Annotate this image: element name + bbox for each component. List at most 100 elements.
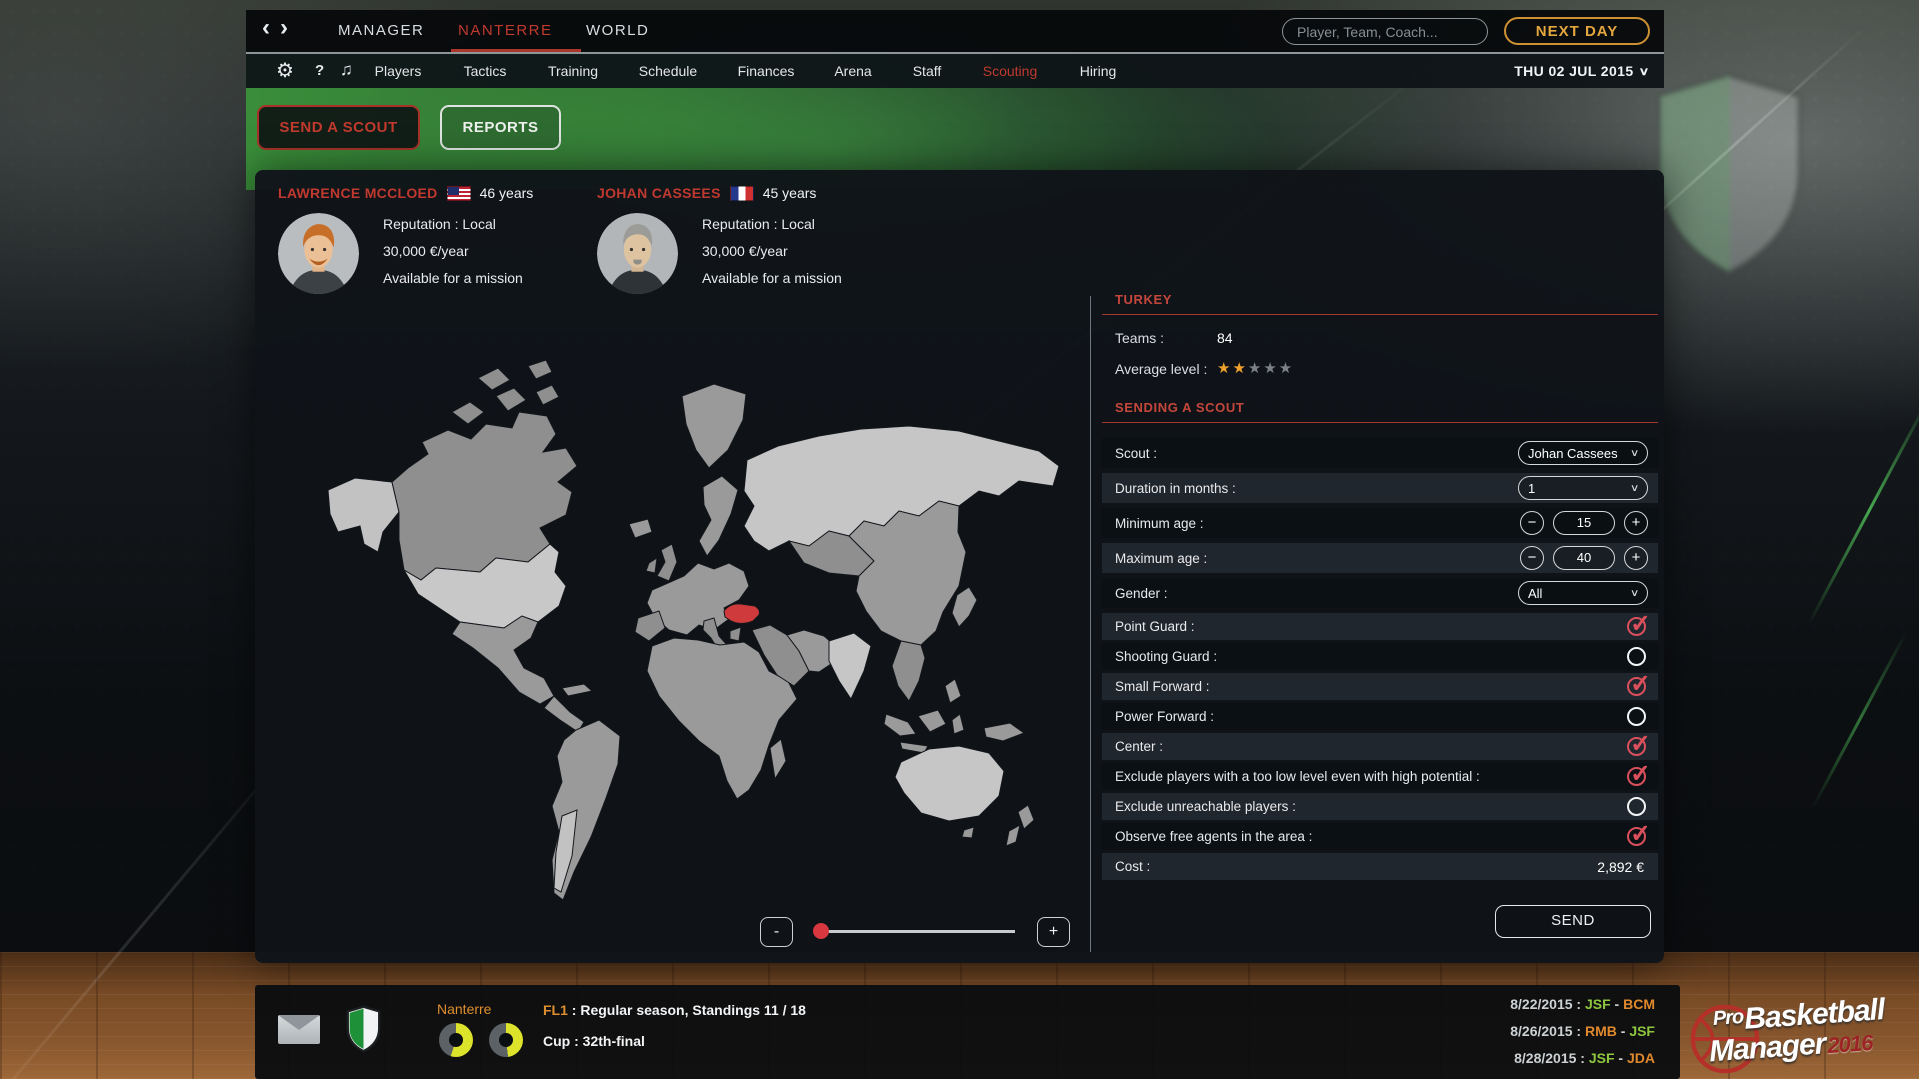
row-label: Observe free agents in the area :	[1115, 829, 1313, 844]
logo-manager: Manager	[1708, 1027, 1827, 1069]
next-day-button[interactable]: NEXT DAY	[1504, 17, 1650, 45]
tab-nanterre[interactable]: NANTERRE	[458, 22, 553, 39]
form-row-exclude-unreachable: Exclude unreachable players :	[1102, 793, 1658, 820]
minus-button[interactable]: −	[1520, 511, 1544, 535]
result-line[interactable]: 8/28/2015 : JSF - JDA	[1510, 1050, 1655, 1077]
selected-value: All	[1528, 585, 1543, 601]
form-row-maximum-age: Maximum age : − 40 +	[1102, 543, 1658, 573]
cup-progress-donut	[489, 1023, 523, 1057]
scout-reputation: Reputation : Local	[702, 216, 815, 232]
scout-avatar[interactable]	[278, 213, 359, 294]
row-label: Gender :	[1115, 585, 1168, 601]
history-back-forward-icons[interactable]: ‹›	[262, 14, 298, 41]
scout-salary: 30,000 €/year	[702, 243, 788, 259]
row-label: Exclude unreachable players :	[1115, 799, 1296, 814]
tab-world[interactable]: WORLD	[586, 22, 650, 39]
help-icon[interactable]: ?	[315, 62, 325, 79]
form-row-observe-free-agents: Observe free agents in the area :	[1102, 819, 1658, 850]
plus-button[interactable]: +	[1624, 511, 1648, 535]
scout-card: LAWRENCE MCCLOED 46 years	[278, 184, 533, 297]
section-rule	[1102, 422, 1658, 423]
menu-item-hiring[interactable]: Hiring	[1079, 63, 1117, 79]
logo-text: ProBasketball Manager2016	[1708, 993, 1887, 1068]
music-note-icon[interactable]: ♫	[340, 60, 353, 79]
top-bar: ‹› MANAGER NANTERRE WORLD NEXT DAY	[246, 10, 1664, 52]
scout-name[interactable]: JOHAN CASSEES	[597, 185, 721, 201]
send-button[interactable]: SEND	[1495, 905, 1651, 938]
logo-year: 2016	[1826, 1029, 1874, 1059]
star-rating: ★★★★★	[1217, 359, 1294, 377]
minus-button[interactable]: −	[1520, 546, 1544, 570]
search-input[interactable]	[1282, 18, 1488, 45]
power-forward-checkbox[interactable]	[1627, 707, 1646, 726]
panel-divider	[1090, 296, 1091, 952]
menu-item-tactics[interactable]: Tactics	[463, 63, 507, 79]
result-home-team: JSF	[1584, 996, 1611, 1012]
exclude-low-level-checkbox[interactable]	[1627, 759, 1651, 789]
game-date-dropdown[interactable]: THU 02 JUL 2015 ∨	[1514, 63, 1649, 79]
form-row-small-forward: Small Forward :	[1102, 669, 1658, 700]
settings-gear-icon[interactable]: ⚙	[276, 60, 294, 82]
result-line[interactable]: 8/22/2015 : JSF - BCM	[1510, 996, 1655, 1023]
observe-free-agents-checkbox[interactable]	[1627, 819, 1651, 849]
maximum-age-value[interactable]: 40	[1553, 546, 1615, 570]
send-a-scout-tab-button[interactable]: SEND A SCOUT	[257, 105, 420, 150]
average-level-row: Average level : ★★★★★	[1102, 359, 1658, 379]
menu-item-arena[interactable]: Arena	[834, 63, 872, 79]
basketball-icon	[1690, 1004, 1760, 1074]
center-checkbox[interactable]	[1627, 729, 1651, 759]
result-date: 8/26/2015 :	[1510, 1023, 1582, 1039]
menu-item-scouting[interactable]: Scouting	[982, 63, 1038, 79]
form-row-shooting-guard: Shooting Guard :	[1102, 643, 1658, 670]
row-label: Shooting Guard :	[1115, 649, 1218, 664]
scout-select[interactable]: Johan Cassees ∨	[1518, 441, 1648, 465]
mail-icon[interactable]	[278, 1015, 320, 1044]
exclude-unreachable-checkbox[interactable]	[1627, 797, 1646, 816]
form-row-minimum-age: Minimum age : − 15 +	[1102, 508, 1658, 538]
club-shield-icon[interactable]	[345, 1005, 382, 1053]
menu-item-players[interactable]: Players	[374, 63, 422, 79]
small-forward-checkbox[interactable]	[1627, 669, 1651, 699]
menu-item-training[interactable]: Training	[547, 63, 599, 79]
league-code: FL1	[543, 1002, 568, 1018]
scout-avatar[interactable]	[597, 213, 678, 294]
result-line[interactable]: 8/26/2015 : RMB - JSF	[1510, 1023, 1655, 1050]
club-name[interactable]: Nanterre	[437, 1001, 492, 1017]
scout-name[interactable]: LAWRENCE MCCLOED	[278, 185, 438, 201]
plus-button[interactable]: +	[1624, 546, 1648, 570]
result-home-team: RMB	[1584, 1023, 1617, 1039]
active-tab-underline	[451, 49, 581, 52]
row-label: Duration in months :	[1115, 480, 1236, 496]
menu-item-staff[interactable]: Staff	[912, 63, 942, 79]
scout-availability: Available for a mission	[702, 270, 842, 286]
tab-manager[interactable]: MANAGER	[338, 22, 425, 39]
point-guard-checkbox[interactable]	[1627, 609, 1651, 639]
reports-tab-button[interactable]: REPORTS	[440, 105, 561, 150]
game-date: THU 02 JUL 2015	[1514, 63, 1634, 79]
row-label: Power Forward :	[1115, 709, 1215, 724]
shooting-guard-checkbox[interactable]	[1627, 647, 1646, 666]
map-zoom-in-button[interactable]: +	[1037, 917, 1070, 947]
minimum-age-value[interactable]: 15	[1553, 511, 1615, 535]
minimum-age-stepper: − 15 +	[1520, 511, 1648, 535]
scout-availability: Available for a mission	[383, 270, 523, 286]
map-zoom-out-button[interactable]: -	[760, 917, 793, 947]
map-zoom-slider-track[interactable]	[815, 930, 1015, 933]
map-zoom-slider-knob[interactable]	[813, 923, 829, 939]
fr-flag-icon	[729, 185, 754, 201]
gender-select[interactable]: All ∨	[1518, 581, 1648, 605]
menu-item-finances[interactable]: Finances	[737, 63, 795, 79]
form-row-exclude-low-level: Exclude players with a too low level eve…	[1102, 759, 1658, 790]
section-rule	[1102, 314, 1658, 315]
menu-item-schedule[interactable]: Schedule	[638, 63, 698, 79]
scout-age: 46 years	[479, 185, 534, 201]
form-row-duration: Duration in months : 1 ∨	[1102, 473, 1658, 503]
teams-value: 84	[1217, 330, 1233, 346]
duration-select[interactable]: 1 ∨	[1518, 476, 1648, 500]
maximum-age-stepper: − 40 +	[1520, 546, 1648, 570]
result-separator: -	[1620, 1023, 1626, 1039]
map-country-turkey[interactable]	[723, 603, 760, 624]
selected-value: Johan Cassees	[1528, 445, 1618, 461]
result-away-team: JDA	[1626, 1050, 1655, 1066]
world-map[interactable]	[300, 300, 1100, 920]
